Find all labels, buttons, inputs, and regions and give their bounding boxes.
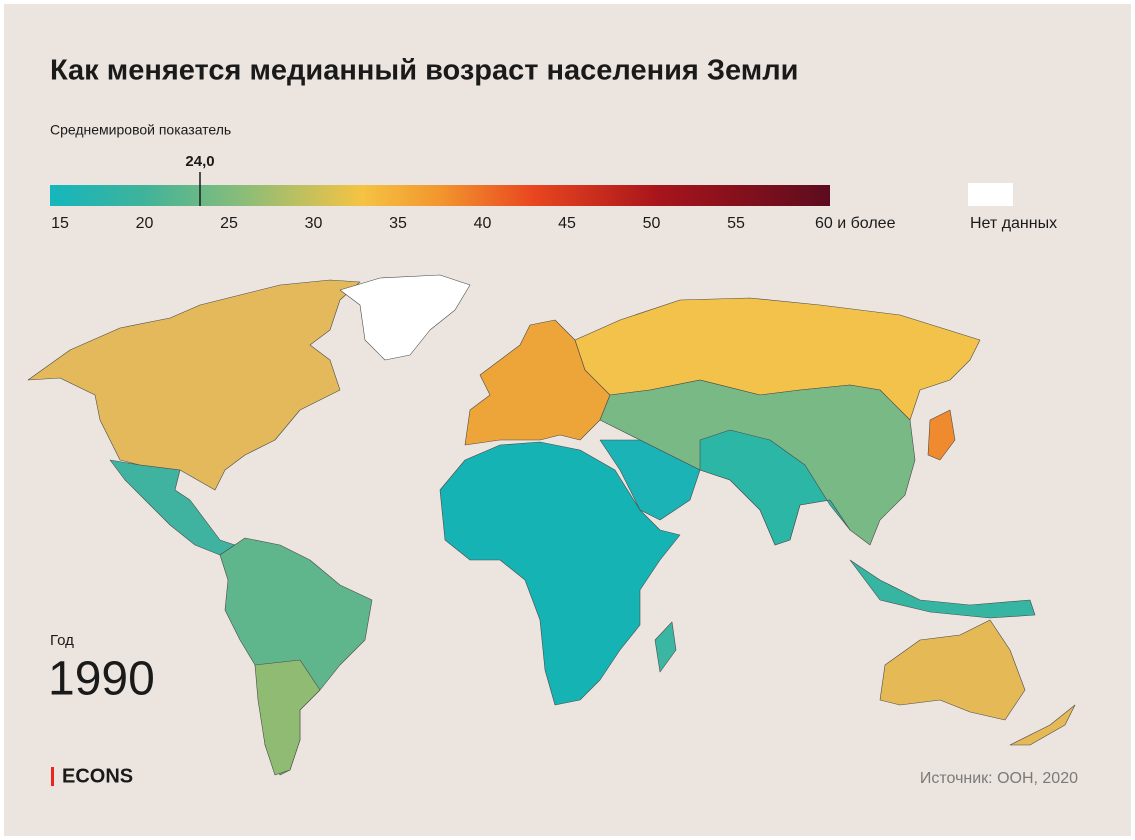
scale-tick-label: 35 — [389, 215, 407, 232]
maritime-asia — [849, 559, 1036, 619]
year-label: Год — [50, 632, 74, 649]
color-scale — [50, 185, 830, 206]
brand: ECONS — [62, 765, 133, 787]
south-asia — [699, 429, 851, 546]
japan — [927, 409, 956, 461]
scale-tick-label: 25 — [220, 215, 238, 232]
scale-tick-label: 30 — [305, 215, 323, 232]
no-data-swatch — [968, 183, 1013, 206]
scale-tick-label: 60 и более — [815, 215, 896, 232]
north-america — [27, 279, 361, 491]
world-map — [27, 274, 1076, 776]
scale-tick-label: 40 — [474, 215, 492, 232]
source: Источник: ООН, 2020 — [920, 770, 1078, 787]
no-data-label: Нет данных — [970, 215, 1057, 232]
year-value: 1990 — [48, 653, 155, 706]
southern-cone — [254, 659, 321, 776]
new-zealand — [1009, 704, 1076, 746]
australia — [879, 619, 1026, 721]
greenland — [339, 274, 471, 361]
madagascar — [654, 621, 677, 673]
middle-east — [599, 439, 701, 521]
scale-tick-label: 45 — [558, 215, 576, 232]
legend-label: Среднемировой показатель — [50, 122, 231, 138]
scale-tick-label: 55 — [727, 215, 745, 232]
average-label: 24,0 — [185, 153, 214, 170]
scale-tick-label: 20 — [136, 215, 154, 232]
scale-ticks: 15 20 25 30 35 40 45 50 55 60 и более — [51, 215, 895, 232]
central-america — [109, 459, 236, 556]
africa — [439, 441, 681, 706]
title: Как меняется медианный возраст населения… — [50, 55, 799, 87]
brand-bar — [51, 767, 54, 786]
scale-tick-label: 50 — [643, 215, 661, 232]
scale-tick-label: 15 — [51, 215, 69, 232]
